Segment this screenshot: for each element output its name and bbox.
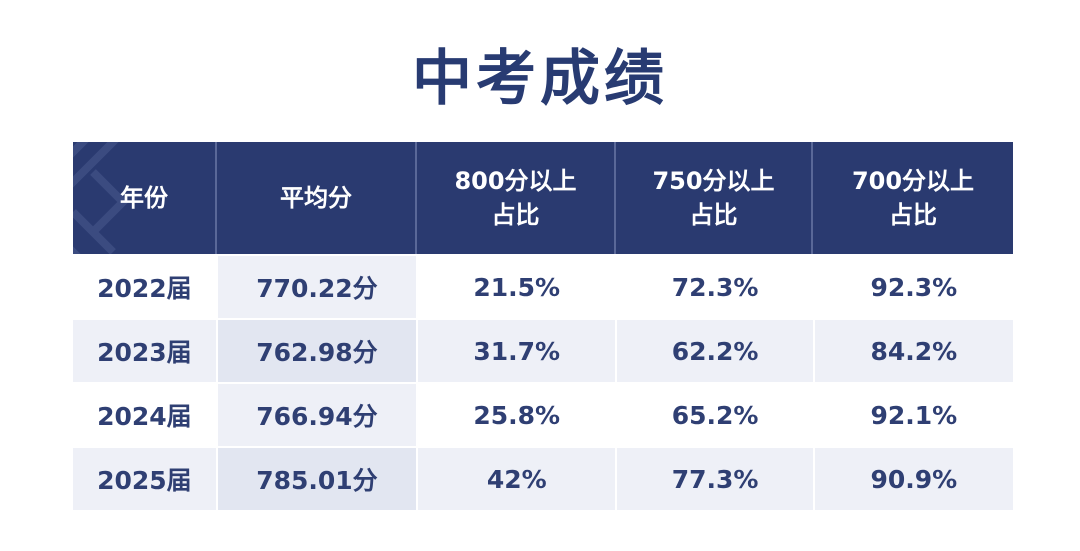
cell-700-ratio: 90.9%	[814, 448, 1014, 510]
cell-average: 762.98分	[217, 320, 417, 382]
cell-750-ratio: 77.3%	[617, 448, 813, 510]
cell-year: 2025届	[73, 448, 216, 510]
decorative-pattern-icon	[73, 142, 129, 254]
cell-800-ratio: 42%	[418, 448, 616, 510]
cell-800-ratio: 21.5%	[418, 256, 616, 318]
scores-table: 年份 平均分 800分以上 占比 750分以上 占比 700分以上 占比 202…	[73, 142, 1014, 510]
cell-700-ratio: 84.2%	[814, 320, 1014, 382]
cell-800-ratio: 25.8%	[418, 384, 616, 446]
table-row: 2022届 770.22分 21.5% 72.3% 92.3%	[73, 256, 1014, 318]
header-year: 年份	[73, 142, 217, 254]
cell-average: 785.01分	[217, 448, 417, 510]
cell-year: 2022届	[73, 256, 216, 318]
cell-average: 770.22分	[217, 256, 417, 318]
cell-700-ratio: 92.1%	[814, 384, 1014, 446]
cell-year: 2024届	[73, 384, 216, 446]
table-header-row: 年份 平均分 800分以上 占比 750分以上 占比 700分以上 占比	[73, 142, 1013, 254]
header-750-ratio: 750分以上 占比	[616, 142, 813, 254]
header-800-ratio: 800分以上 占比	[417, 142, 616, 254]
header-average-score: 平均分	[217, 142, 417, 254]
cell-year: 2023届	[73, 320, 216, 382]
header-700-ratio: 700分以上 占比	[851, 167, 975, 229]
cell-750-ratio: 62.2%	[617, 320, 813, 382]
cell-800-ratio: 31.7%	[418, 320, 616, 382]
table-row: 2025届 785.01分 42% 77.3% 90.9%	[73, 448, 1014, 510]
cell-700-ratio: 92.3%	[814, 256, 1014, 318]
table-row: 2024届 766.94分 25.8% 65.2% 92.1%	[73, 384, 1014, 446]
page-title: 中考成绩	[412, 44, 668, 114]
cell-average: 766.94分	[217, 384, 417, 446]
cell-750-ratio: 72.3%	[617, 256, 813, 318]
cell-750-ratio: 65.2%	[617, 384, 813, 446]
table-row: 2023届 762.98分 31.7% 62.2% 84.2%	[73, 320, 1014, 382]
